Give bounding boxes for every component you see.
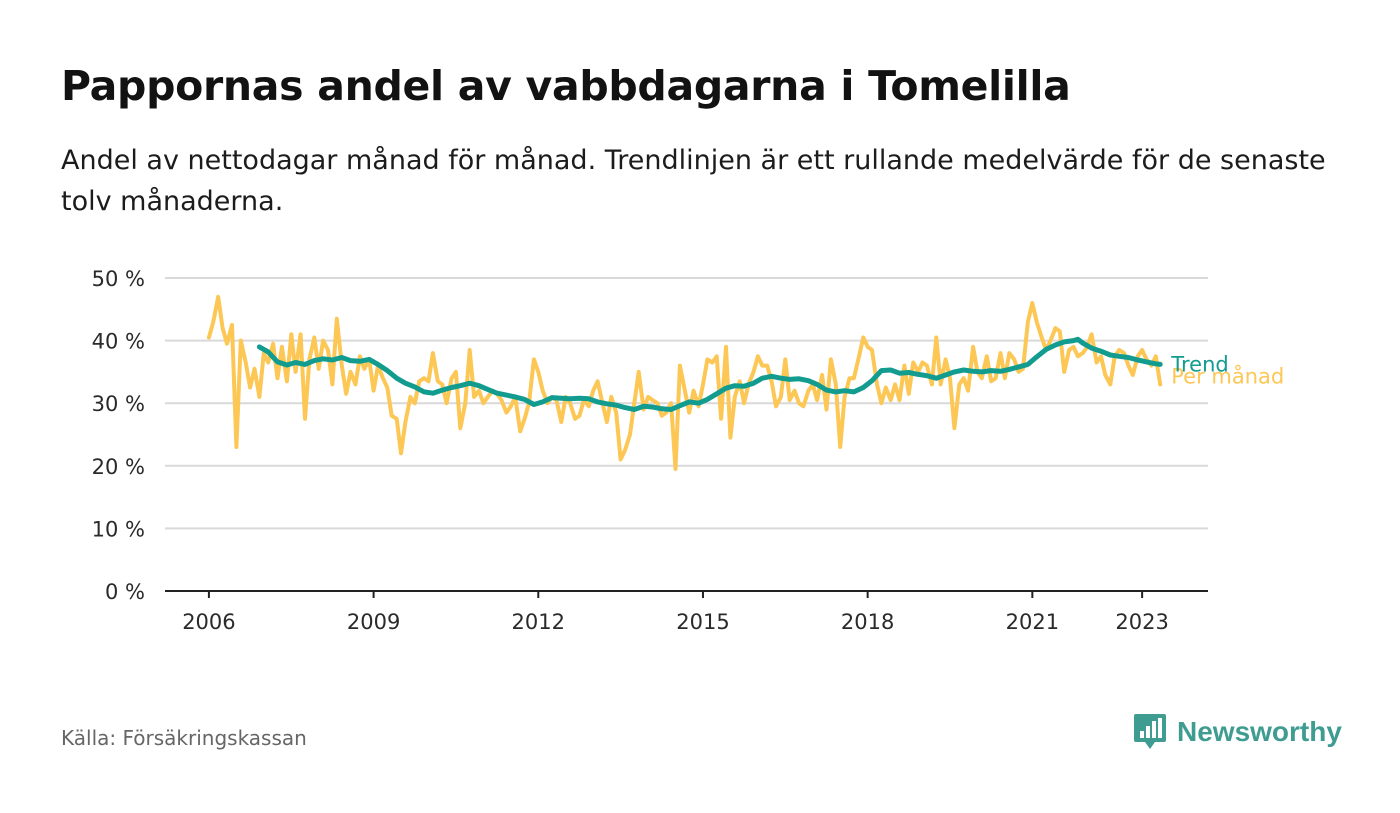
grid-lines (165, 277, 1208, 592)
x-tick-label: 2023 (1115, 610, 1168, 634)
x-tick-label: 2009 (347, 610, 400, 634)
newsworthy-logo-icon (1134, 714, 1166, 749)
y-tick-label: 10 % (92, 517, 145, 541)
y-tick-label: 30 % (92, 392, 145, 416)
series-lines (206, 294, 1163, 471)
y-axis-tick-labels: 0 % 10 % 20 % 30 % 40 % 50 % (92, 267, 145, 604)
monthly-line (206, 294, 1163, 471)
brand-logo[interactable]: Newsworthy (1133, 712, 1342, 752)
x-axis-tick-labels: 2006 2009 2012 2015 2018 2021 2023 (182, 591, 1169, 634)
brand-name: Newsworthy (1177, 716, 1342, 747)
x-tick-label: 2018 (841, 610, 894, 634)
x-tick-label: 2006 (182, 610, 235, 634)
series-label-trend: Trend (1170, 352, 1228, 376)
trend-line (256, 336, 1163, 412)
x-tick-label: 2021 (1006, 610, 1059, 634)
chart-subtitle: Andel av nettodagar månad för månad. Tre… (61, 145, 1326, 217)
y-tick-label: 0 % (105, 580, 145, 604)
series-label-monthly: Per månad (1171, 363, 1284, 388)
chart-title: Pappornas andel av vabbdagarna i Tomelil… (61, 62, 1071, 110)
line-chart: 0 % 10 % 20 % 30 % 40 % 50 % 2006 2009 2012 2015… (92, 267, 1285, 634)
x-tick-label: 2015 (676, 610, 729, 634)
source-credit: Källa: Försäkringskassan (61, 726, 307, 750)
y-tick-label: 50 % (92, 267, 145, 291)
y-tick-label: 40 % (92, 330, 145, 354)
y-tick-label: 20 % (92, 455, 145, 479)
x-tick-label: 2012 (512, 610, 565, 634)
